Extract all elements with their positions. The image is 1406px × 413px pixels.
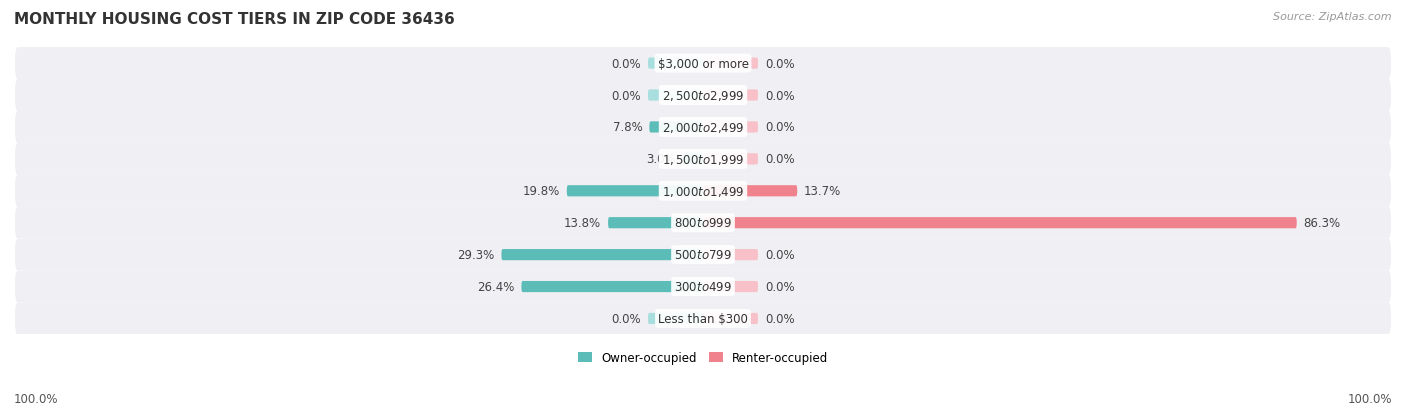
Text: $1,000 to $1,499: $1,000 to $1,499 (662, 184, 744, 198)
Text: 100.0%: 100.0% (14, 392, 59, 405)
Text: 13.7%: 13.7% (804, 185, 841, 198)
Text: 0.0%: 0.0% (765, 121, 794, 134)
FancyBboxPatch shape (567, 186, 703, 197)
FancyBboxPatch shape (15, 176, 1391, 207)
Text: 100.0%: 100.0% (1347, 392, 1392, 405)
FancyBboxPatch shape (648, 58, 703, 69)
FancyBboxPatch shape (15, 48, 1391, 80)
FancyBboxPatch shape (703, 281, 758, 292)
Text: 0.0%: 0.0% (765, 57, 794, 70)
Text: 13.8%: 13.8% (564, 217, 602, 230)
Text: $2,500 to $2,999: $2,500 to $2,999 (662, 89, 744, 103)
FancyBboxPatch shape (15, 80, 1391, 112)
Legend: Owner-occupied, Renter-occupied: Owner-occupied, Renter-occupied (572, 347, 834, 369)
FancyBboxPatch shape (502, 249, 703, 261)
Text: $300 to $499: $300 to $499 (673, 280, 733, 293)
Text: $1,500 to $1,999: $1,500 to $1,999 (662, 152, 744, 166)
FancyBboxPatch shape (15, 271, 1391, 303)
FancyBboxPatch shape (15, 303, 1391, 335)
FancyBboxPatch shape (703, 249, 758, 261)
FancyBboxPatch shape (703, 58, 758, 69)
FancyBboxPatch shape (703, 186, 797, 197)
FancyBboxPatch shape (607, 218, 703, 229)
Text: 0.0%: 0.0% (612, 89, 641, 102)
Text: 0.0%: 0.0% (612, 57, 641, 70)
Text: $3,000 or more: $3,000 or more (658, 57, 748, 70)
Text: 29.3%: 29.3% (457, 249, 495, 261)
Text: 26.4%: 26.4% (477, 280, 515, 293)
Text: Less than $300: Less than $300 (658, 312, 748, 325)
FancyBboxPatch shape (15, 239, 1391, 271)
Text: 0.0%: 0.0% (765, 89, 794, 102)
Text: 3.0%: 3.0% (645, 153, 675, 166)
Text: 7.8%: 7.8% (613, 121, 643, 134)
FancyBboxPatch shape (15, 144, 1391, 176)
Text: 0.0%: 0.0% (612, 312, 641, 325)
FancyBboxPatch shape (703, 218, 1296, 229)
Text: $800 to $999: $800 to $999 (673, 217, 733, 230)
FancyBboxPatch shape (703, 154, 758, 165)
FancyBboxPatch shape (648, 90, 703, 101)
Text: 0.0%: 0.0% (765, 153, 794, 166)
Text: 86.3%: 86.3% (1303, 217, 1341, 230)
FancyBboxPatch shape (15, 207, 1391, 239)
FancyBboxPatch shape (15, 112, 1391, 144)
FancyBboxPatch shape (648, 313, 703, 324)
Text: 19.8%: 19.8% (523, 185, 560, 198)
Text: 0.0%: 0.0% (765, 312, 794, 325)
Text: 0.0%: 0.0% (765, 249, 794, 261)
FancyBboxPatch shape (703, 90, 758, 101)
FancyBboxPatch shape (522, 281, 703, 292)
FancyBboxPatch shape (703, 313, 758, 324)
FancyBboxPatch shape (682, 154, 703, 165)
Text: $2,000 to $2,499: $2,000 to $2,499 (662, 121, 744, 135)
FancyBboxPatch shape (703, 122, 758, 133)
FancyBboxPatch shape (650, 122, 703, 133)
Text: 0.0%: 0.0% (765, 280, 794, 293)
Text: MONTHLY HOUSING COST TIERS IN ZIP CODE 36436: MONTHLY HOUSING COST TIERS IN ZIP CODE 3… (14, 12, 454, 27)
Text: $500 to $799: $500 to $799 (673, 249, 733, 261)
Text: Source: ZipAtlas.com: Source: ZipAtlas.com (1274, 12, 1392, 22)
